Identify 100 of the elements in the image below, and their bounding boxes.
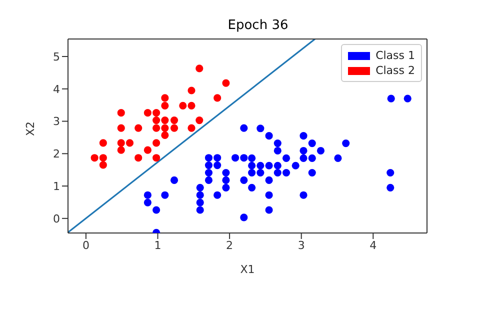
point: [117, 124, 125, 132]
point: [248, 162, 256, 170]
y-tick-label: 4: [53, 82, 60, 96]
point: [256, 168, 264, 177]
point: [386, 168, 394, 177]
y-tick-label: 2: [53, 148, 60, 161]
point: [300, 154, 308, 162]
point: [144, 146, 152, 154]
point: [161, 124, 169, 132]
point: [144, 109, 152, 117]
point: [240, 176, 248, 184]
y-tick-label: 0: [53, 212, 60, 226]
point: [117, 109, 125, 117]
point: [99, 154, 107, 162]
point: [196, 64, 204, 72]
point: [308, 140, 316, 148]
point: [170, 116, 178, 124]
point: [265, 162, 273, 170]
x-tick-label: 3: [298, 238, 305, 252]
x-tick-label: 1: [154, 238, 162, 252]
point: [117, 139, 125, 147]
point: [232, 154, 240, 162]
point: [256, 124, 264, 132]
point: [300, 146, 308, 155]
point: [265, 191, 273, 199]
point: [300, 132, 308, 140]
point: [274, 140, 282, 148]
point: [274, 168, 282, 177]
point: [196, 116, 204, 124]
x-axis-title: X1: [240, 263, 255, 276]
point: [134, 154, 142, 162]
point: [170, 124, 178, 132]
point: [170, 176, 178, 184]
legend-label: Class 1: [376, 48, 415, 63]
point: [204, 168, 213, 177]
point: [152, 124, 160, 132]
point: [161, 102, 169, 110]
point: [196, 198, 204, 206]
point: [222, 184, 230, 192]
x-tick-label: 0: [82, 238, 90, 252]
point: [117, 146, 125, 154]
point: [152, 206, 160, 214]
point: [334, 154, 342, 162]
point: [274, 162, 282, 170]
point: [300, 191, 308, 199]
point: [248, 168, 256, 177]
point: [152, 139, 160, 147]
point: [265, 176, 273, 184]
point: [161, 131, 169, 139]
point: [196, 191, 204, 199]
point: [161, 116, 169, 124]
point: [342, 140, 350, 148]
point: [282, 168, 290, 177]
point: [134, 124, 142, 132]
point: [152, 154, 160, 162]
point: [99, 161, 107, 169]
point: [214, 191, 222, 199]
point: [144, 191, 152, 199]
point: [265, 206, 273, 214]
point: [214, 154, 222, 162]
point: [256, 162, 264, 170]
point: [204, 162, 213, 170]
y-tick-label: 5: [53, 50, 60, 64]
point: [308, 168, 316, 177]
point: [248, 154, 256, 162]
point: [90, 154, 98, 162]
point: [222, 176, 230, 184]
x-tick-label: 4: [370, 238, 377, 252]
point: [179, 102, 187, 110]
x-tick-label: 2: [226, 238, 234, 252]
point: [316, 146, 325, 155]
point: [214, 94, 222, 102]
point: [240, 124, 248, 132]
point: [282, 154, 290, 162]
point: [240, 214, 248, 222]
point: [222, 168, 230, 177]
point: [265, 132, 273, 140]
point: [240, 154, 248, 162]
point: [292, 162, 300, 170]
point: [161, 191, 169, 199]
point: [386, 184, 394, 192]
point: [248, 184, 256, 192]
point: [152, 109, 160, 117]
point: [196, 184, 204, 192]
y-tick-label: 3: [53, 115, 60, 128]
point: [188, 86, 196, 94]
point: [308, 154, 316, 162]
y-tick-label: 1: [53, 180, 60, 193]
point: [387, 94, 395, 102]
point: [188, 102, 196, 110]
point: [161, 94, 169, 102]
point: [196, 206, 204, 214]
point: [152, 116, 160, 124]
point: [144, 198, 152, 206]
point: [99, 139, 107, 147]
point: [126, 139, 134, 147]
point: [274, 146, 282, 155]
chart-title: Epoch 36: [226, 18, 290, 33]
point: [214, 162, 222, 170]
point: [204, 154, 213, 162]
